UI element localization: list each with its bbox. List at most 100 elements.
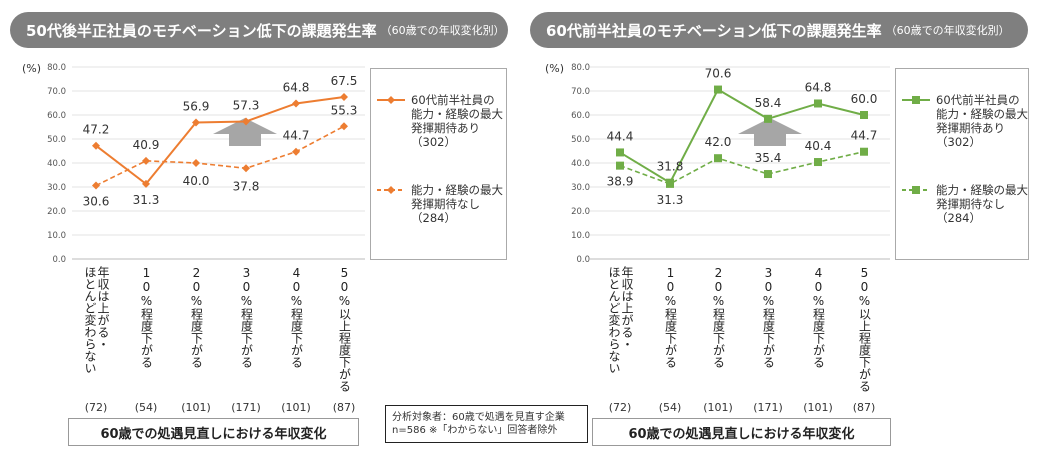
y-tick-label: 80.0 [571, 63, 590, 73]
data-point [142, 156, 150, 165]
category-label: 40%程度下がる [289, 266, 304, 368]
category-label: 50%以上程度下がる [857, 266, 872, 392]
y-tick-label: 0.0 [52, 255, 66, 265]
data-point [340, 122, 348, 131]
y-tick-label: 40.0 [47, 159, 66, 169]
x-axis-title-left: 60歳での処遇見直しにおける年収変化 [68, 418, 359, 446]
data-label: 57.3 [233, 98, 260, 112]
category-label: 40%程度下がる [811, 266, 826, 368]
data-label: 31.8 [657, 160, 684, 174]
y-tick-label: 20.0 [571, 207, 590, 217]
sample-count: (101) [703, 401, 733, 414]
y-tick-label: 0.0 [576, 255, 590, 265]
category-label: 10%程度下がる [663, 266, 678, 368]
chart-title-left: 50代後半正社員のモチベーション低下の課題発生率 （60歳での年収変化別） [10, 12, 508, 48]
legend-label: 能力・経験の最大 発揮期待なし （284） [411, 183, 503, 225]
data-label: 31.3 [657, 193, 684, 207]
sample-count: (171) [753, 401, 783, 414]
data-point [142, 179, 150, 188]
up-arrow-icon [738, 118, 802, 146]
legend-item: 60代前半社員の 能力・経験の最大 発揮期待あり （302） [902, 93, 1028, 149]
data-label: 58.4 [755, 96, 782, 110]
legend-0: 60代前半社員の 能力・経験の最大 発揮期待あり （302） 能力・経験の最大 発… [370, 68, 507, 260]
sample-count: (54) [658, 401, 682, 414]
legend-item: 能力・経験の最大 発揮期待なし （284） [902, 183, 1028, 225]
sample-count: (101) [181, 401, 211, 414]
y-axis-unit: (%) [545, 62, 565, 75]
sample-count: (171) [231, 401, 261, 414]
category-label: 年収は上がる・ ほとんど変わらない [607, 266, 634, 374]
data-label: 56.9 [183, 99, 210, 113]
data-label: 64.8 [805, 80, 832, 94]
data-label: 67.5 [331, 74, 358, 88]
legend-label: 60代前半社員の 能力・経験の最大 発揮期待あり （302） [936, 93, 1028, 149]
chart-0: 0.0 10.0 20.0 30.0 40.0 50.0 60.0 70.0 80.0 47.2 3… [47, 63, 365, 265]
legend-swatch-icon [377, 96, 405, 104]
y-tick-label: 70.0 [571, 87, 590, 97]
data-label: 44.4 [607, 129, 634, 143]
legend-swatch-icon [902, 96, 930, 104]
legend-label: 60代前半社員の 能力・経験の最大 発揮期待あり （302） [411, 93, 503, 149]
y-tick-label: 60.0 [571, 111, 590, 121]
y-tick-label: 40.0 [571, 159, 590, 169]
y-tick-label: 20.0 [47, 207, 66, 217]
category-label: 10%程度下がる [139, 266, 154, 368]
category-label: 20%程度下がる [711, 266, 726, 368]
series-line-1 [619, 150, 865, 185]
data-label: 44.7 [851, 129, 878, 143]
data-label: 70.6 [705, 67, 732, 81]
data-label: 40.9 [133, 138, 160, 152]
data-label: 38.9 [607, 175, 634, 189]
up-arrow-icon [213, 118, 277, 146]
data-point [242, 164, 250, 173]
category-label: 30%程度下がる [761, 266, 776, 368]
data-point [666, 179, 674, 188]
series-line-1 [95, 125, 345, 187]
data-point [714, 85, 722, 94]
subtitle-text: （60歳での年収変化別） [380, 24, 505, 37]
legend-label: 能力・経験の最大 発揮期待なし （284） [936, 183, 1028, 225]
y-tick-label: 10.0 [571, 231, 590, 241]
legend-swatch-icon [377, 186, 405, 194]
category-label: 30%程度下がる [239, 266, 254, 368]
data-label: 55.3 [331, 103, 358, 117]
data-point [764, 114, 772, 123]
sample-count: (72) [84, 401, 108, 414]
data-label: 60.0 [851, 92, 878, 106]
data-point [292, 99, 300, 108]
y-tick-label: 10.0 [47, 231, 66, 241]
data-point [814, 99, 822, 108]
data-label: 40.0 [183, 174, 210, 188]
y-axis-unit: (%) [22, 62, 42, 75]
x-axis-title-right: 60歳での処遇見直しにおける年収変化 [592, 418, 891, 446]
title-text: 60代前半社員のモチベーション低下の課題発生率 [546, 21, 882, 40]
y-tick-label: 80.0 [47, 63, 66, 73]
data-point [92, 141, 100, 150]
chart-1: 0.0 10.0 20.0 30.0 40.0 50.0 60.0 70.0 80.0 44.4 3… [571, 63, 890, 265]
y-tick-label: 60.0 [47, 111, 66, 121]
sample-count: (54) [134, 401, 158, 414]
y-tick-label: 30.0 [47, 183, 66, 193]
sample-count: (101) [281, 401, 311, 414]
sample-count: (72) [608, 401, 632, 414]
data-point [860, 147, 868, 156]
y-tick-label: 50.0 [47, 135, 66, 145]
data-label: 37.8 [233, 179, 260, 193]
data-label: 35.4 [755, 151, 782, 165]
data-label: 47.2 [83, 123, 110, 137]
data-point [764, 170, 772, 179]
data-label: 40.4 [805, 139, 832, 153]
data-label: 44.7 [283, 129, 310, 143]
data-point [340, 93, 348, 101]
data-point [92, 181, 100, 190]
data-point [292, 147, 300, 156]
legend-1: 60代前半社員の 能力・経験の最大 発揮期待あり （302） 能力・経験の最大 発… [895, 68, 1029, 260]
category-label: 50%以上程度下がる [337, 266, 352, 392]
sample-count: (87) [852, 401, 876, 414]
chart-title-right: 60代前半社員のモチベーション低下の課題発生率 （60歳での年収変化別） [530, 12, 1028, 48]
data-point [616, 161, 624, 170]
category-label: 年収は上がる・ ほとんど変わらない [83, 266, 110, 374]
data-point [860, 111, 868, 119]
